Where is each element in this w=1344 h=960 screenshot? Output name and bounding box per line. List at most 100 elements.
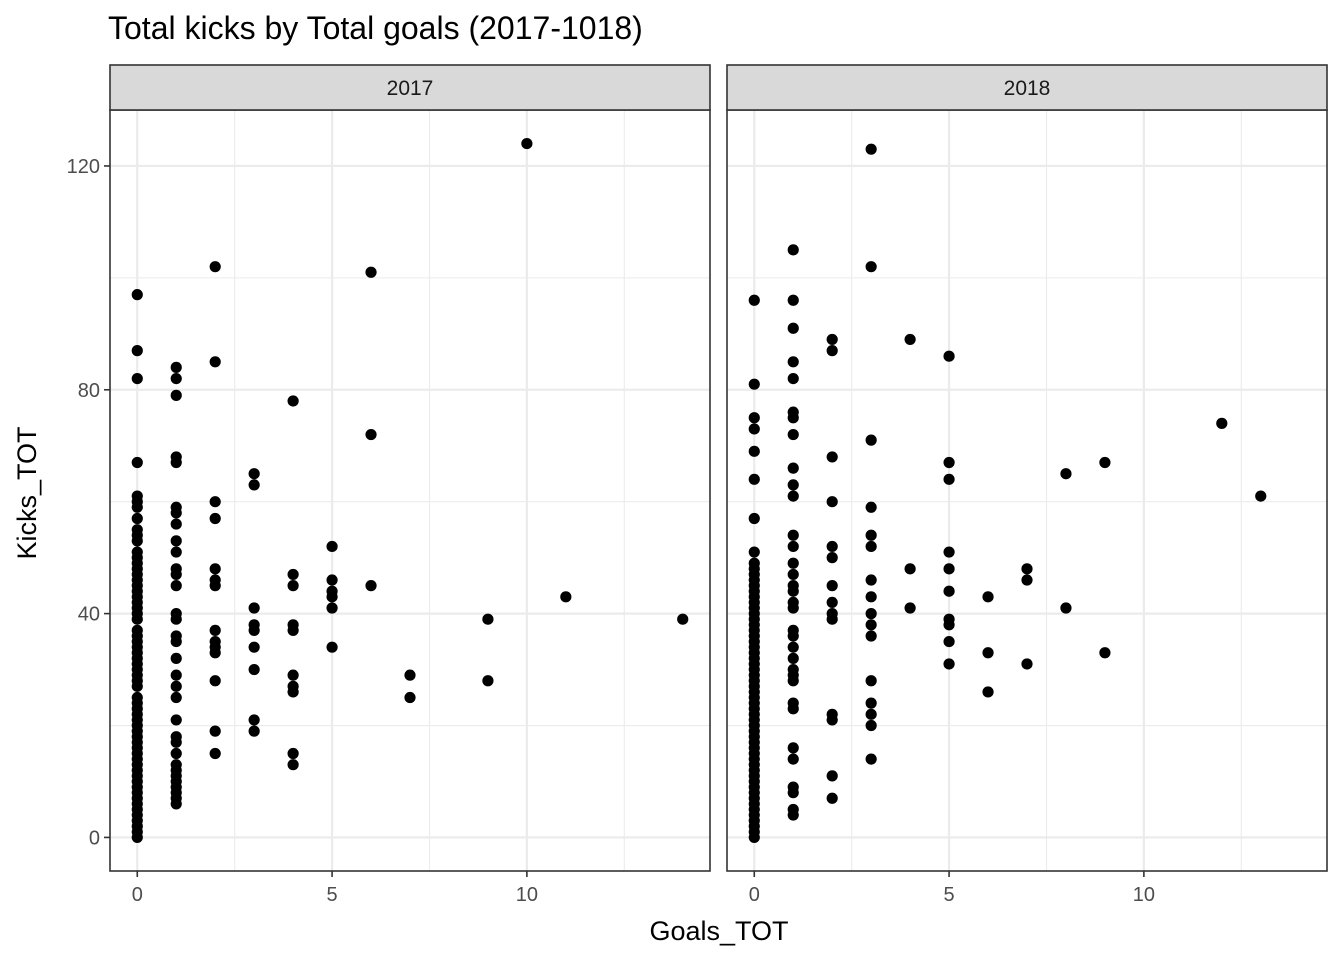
data-point — [171, 518, 182, 529]
data-point — [404, 692, 415, 703]
data-point — [788, 429, 799, 440]
data-point — [288, 580, 299, 591]
data-point — [210, 675, 221, 686]
data-point — [326, 541, 337, 552]
data-point — [132, 535, 143, 546]
data-point — [132, 614, 143, 625]
data-point — [788, 630, 799, 641]
data-point — [788, 602, 799, 613]
data-point — [171, 653, 182, 664]
data-point — [827, 552, 838, 563]
data-point — [943, 563, 954, 574]
data-point — [171, 636, 182, 647]
data-point — [560, 591, 571, 602]
data-point — [866, 591, 877, 602]
data-point — [210, 726, 221, 737]
data-point — [1060, 468, 1071, 479]
data-point — [866, 608, 877, 619]
data-point — [827, 496, 838, 507]
data-point — [210, 580, 221, 591]
chart-title: Total kicks by Total goals (2017-1018) — [108, 10, 643, 46]
data-point — [788, 703, 799, 714]
data-point — [749, 412, 760, 423]
panel-2018: 2018 0 5 10 — [727, 65, 1327, 906]
data-point — [788, 530, 799, 541]
data-point — [749, 513, 760, 524]
data-point — [132, 832, 143, 843]
data-point — [788, 569, 799, 580]
data-point — [171, 692, 182, 703]
data-point — [1021, 563, 1032, 574]
data-point — [171, 535, 182, 546]
data-point — [404, 670, 415, 681]
data-point — [749, 423, 760, 434]
data-point — [788, 356, 799, 367]
panel-background — [727, 110, 1327, 871]
data-point — [866, 720, 877, 731]
x-axis-title: Goals_TOT — [649, 916, 788, 946]
data-point — [210, 261, 221, 272]
data-point — [1099, 647, 1110, 658]
data-point — [677, 614, 688, 625]
data-point — [827, 345, 838, 356]
data-point — [749, 295, 760, 306]
data-point — [249, 602, 260, 613]
data-point — [171, 748, 182, 759]
data-point — [827, 451, 838, 462]
data-point — [866, 144, 877, 155]
data-point — [171, 362, 182, 373]
data-point — [943, 636, 954, 647]
data-point — [788, 742, 799, 753]
data-point — [749, 474, 760, 485]
data-point — [365, 267, 376, 278]
panels-group: 2017 0 5 10 0 40 80 120 2018 0 5 10 — [67, 65, 1327, 906]
data-point — [210, 748, 221, 759]
facet-strip-label: 2017 — [387, 77, 434, 100]
data-point — [521, 138, 532, 149]
data-point — [788, 541, 799, 552]
data-point — [171, 546, 182, 557]
data-point — [210, 356, 221, 367]
panel-background — [110, 110, 710, 871]
data-point — [132, 513, 143, 524]
x-tick-label: 0 — [749, 884, 760, 906]
x-tick-label: 0 — [132, 884, 143, 906]
data-point — [827, 614, 838, 625]
data-point — [210, 496, 221, 507]
data-point — [866, 574, 877, 585]
data-point — [288, 395, 299, 406]
data-point — [249, 468, 260, 479]
data-point — [905, 602, 916, 613]
data-point — [788, 373, 799, 384]
data-point — [866, 261, 877, 272]
data-point — [827, 714, 838, 725]
data-point — [866, 530, 877, 541]
data-point — [827, 770, 838, 781]
data-point — [326, 591, 337, 602]
data-point — [827, 597, 838, 608]
data-point — [171, 569, 182, 580]
data-point — [905, 334, 916, 345]
data-point — [788, 809, 799, 820]
data-point — [788, 558, 799, 569]
data-point — [1021, 658, 1032, 669]
data-point — [788, 787, 799, 798]
data-point — [788, 653, 799, 664]
y-tick-label: 120 — [67, 156, 100, 178]
data-point — [288, 686, 299, 697]
data-point — [326, 642, 337, 653]
data-point — [326, 574, 337, 585]
data-point — [1099, 457, 1110, 468]
data-point — [171, 373, 182, 384]
data-point — [249, 714, 260, 725]
data-point — [171, 670, 182, 681]
data-point — [866, 435, 877, 446]
data-point — [749, 379, 760, 390]
data-point — [249, 625, 260, 636]
data-point — [827, 580, 838, 591]
data-point — [982, 686, 993, 697]
data-point — [749, 446, 760, 457]
data-point — [288, 759, 299, 770]
x-tick-label: 5 — [944, 884, 955, 906]
